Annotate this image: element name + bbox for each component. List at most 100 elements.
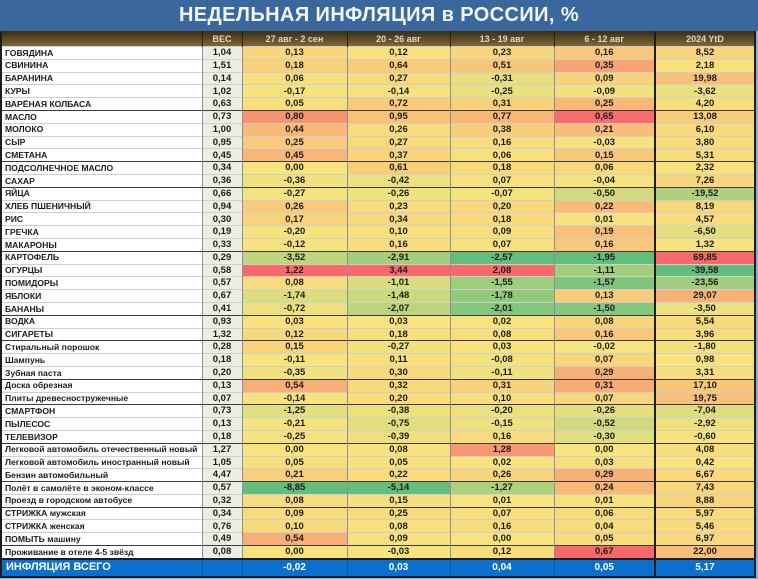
value-cell: 0,16 xyxy=(449,519,554,533)
ytd-cell: 22,00 xyxy=(654,545,755,559)
weight-cell: 0,13 xyxy=(201,378,242,393)
value-cell: 0,01 xyxy=(553,212,655,226)
value-cell: -0,25 xyxy=(241,429,347,444)
value-cell: -0,09 xyxy=(553,84,655,98)
value-cell: -0,11 xyxy=(241,353,347,367)
ytd-cell: 4,20 xyxy=(654,97,755,111)
value-cell: 0,32 xyxy=(346,378,450,393)
weight-cell: 0,76 xyxy=(201,519,242,533)
value-cell: 0,16 xyxy=(553,46,655,60)
ytd-cell: 1,32 xyxy=(654,237,755,252)
weight-cell: 0,57 xyxy=(201,481,242,495)
table-row: КУРЫ 1,02 -0,17 -0,14 -0,25 -0,09 -3,62 xyxy=(1,84,755,98)
value-cell: -0,26 xyxy=(346,186,450,201)
value-cell: 0,31 xyxy=(449,378,554,393)
row-label: БАНАНЫ xyxy=(1,301,202,316)
value-cell: 0,26 xyxy=(346,122,450,137)
total-weight-cell xyxy=(201,557,242,577)
value-cell: 0,72 xyxy=(346,97,450,111)
ytd-cell: -0,60 xyxy=(654,429,755,444)
weight-cell: 1,32 xyxy=(201,327,242,341)
row-label: ХЛЕБ ПШЕНИЧНЫЙ xyxy=(1,199,202,213)
value-cell: -1,25 xyxy=(241,404,347,418)
value-cell: -0,72 xyxy=(241,301,347,316)
value-cell: 0,05 xyxy=(241,455,347,469)
value-cell: 0,01 xyxy=(553,493,655,508)
table-row: ПОМИДОРЫ 0,57 0,08 -1,01 -1,55 -1,57 -23,56 xyxy=(1,276,755,290)
value-cell: 0,07 xyxy=(449,506,554,520)
weight-cell: 0,67 xyxy=(201,289,242,303)
value-cell: 0,05 xyxy=(553,532,655,546)
value-cell: 0,54 xyxy=(241,378,347,393)
value-cell: -0,11 xyxy=(449,365,554,380)
value-cell: -0,03 xyxy=(553,135,655,149)
row-label: МОЛОКО xyxy=(1,122,202,137)
value-cell: 0,29 xyxy=(553,365,655,380)
value-cell: 0,18 xyxy=(241,58,347,73)
ytd-cell: 8,52 xyxy=(654,46,755,60)
ytd-cell: 0,98 xyxy=(654,353,755,367)
value-cell: 0,23 xyxy=(449,46,554,60)
weight-cell: 4,47 xyxy=(201,468,242,482)
value-cell: 0,13 xyxy=(553,289,655,303)
ytd-cell: -2,92 xyxy=(654,417,755,431)
table-row: БАРАНИНА 0,14 0,06 0,27 -0,31 0,09 19,98 xyxy=(1,71,755,85)
value-cell: -2,07 xyxy=(346,301,450,316)
value-cell: 0,16 xyxy=(449,429,554,444)
total-label: ИНФЛЯЦИЯ ВСЕГО xyxy=(1,557,202,577)
value-cell: -1,01 xyxy=(346,276,450,290)
value-cell: -1,11 xyxy=(553,263,655,277)
weight-cell: 1,51 xyxy=(201,58,242,73)
weight-cell: 0,93 xyxy=(201,314,242,329)
table-row: Проживание в отеле 4-5 звёзд 0,08 0,00 -0,0… xyxy=(1,545,755,559)
table-row: Полёт в самолёте в эконом-классе 0,57 -8,8… xyxy=(1,481,755,495)
value-cell: 0,21 xyxy=(553,122,655,137)
ytd-cell: 6,10 xyxy=(654,122,755,137)
row-label: СМЕТАНА xyxy=(1,148,202,162)
value-cell: 0,37 xyxy=(346,148,450,162)
value-cell: -0,15 xyxy=(449,417,554,431)
row-label: ТЕЛЕВИЗОР xyxy=(1,429,202,444)
column-header-0: ВЕС xyxy=(201,31,242,47)
row-label: КАРТОФЕЛЬ xyxy=(1,250,202,265)
value-cell: -0,20 xyxy=(241,225,347,239)
value-cell: -0,02 xyxy=(553,340,655,354)
table-row: САХАР 0,36 -0,36 -0,42 0,07 -0,04 7,26 xyxy=(1,173,755,188)
value-cell: 0,09 xyxy=(553,71,655,85)
ytd-cell: -23,56 xyxy=(654,276,755,290)
value-cell: 0,25 xyxy=(346,506,450,520)
value-cell: 0,38 xyxy=(449,122,554,137)
value-cell: -3,52 xyxy=(241,250,347,265)
weight-cell: 0,08 xyxy=(201,545,242,559)
table-row: ГРЕЧКА 0,19 -0,20 0,10 0,09 0,19 -6,50 xyxy=(1,225,755,239)
total-value-cell: 0,05 xyxy=(553,557,655,577)
value-cell: 0,02 xyxy=(449,314,554,329)
value-cell: 0,31 xyxy=(553,378,655,393)
value-cell: -1,95 xyxy=(553,250,655,265)
weight-cell: 0,07 xyxy=(201,391,242,405)
row-label: СЫР xyxy=(1,135,202,149)
ytd-cell: -39,58 xyxy=(654,263,755,277)
ytd-cell: 5,31 xyxy=(654,148,755,162)
row-label: ПОМИДОРЫ xyxy=(1,276,202,290)
weight-cell: 0,73 xyxy=(201,404,242,418)
value-cell: 0,03 xyxy=(241,314,347,329)
table-row: Легковой автомобиль отечественный новый 1… xyxy=(1,442,755,456)
weight-cell: 0,58 xyxy=(201,263,242,277)
ytd-cell: 3,96 xyxy=(654,327,755,341)
table-row: СВИНИНА 1,51 0,18 0,64 0,51 0,35 2,18 xyxy=(1,58,755,73)
value-cell: 0,03 xyxy=(553,455,655,469)
weight-cell: 0,66 xyxy=(201,186,242,201)
ytd-cell: 69,85 xyxy=(654,250,755,265)
value-cell: -2,57 xyxy=(449,250,554,265)
row-label: МАКАРОНЫ xyxy=(1,237,202,252)
row-label: БАРАНИНА xyxy=(1,71,202,85)
row-label: Полёт в самолёте в эконом-классе xyxy=(1,481,202,495)
weight-cell: 0,30 xyxy=(201,212,242,226)
value-cell: 0,08 xyxy=(553,314,655,329)
value-cell: 0,64 xyxy=(346,58,450,73)
table-row: ХЛЕБ ПШЕНИЧНЫЙ 0,94 0,26 0,23 0,20 0,22 8,19 xyxy=(1,199,755,213)
row-label: Стиральный порошок xyxy=(1,340,202,354)
row-label: Бензин автомобильный xyxy=(1,468,202,482)
value-cell: 0,67 xyxy=(553,545,655,559)
